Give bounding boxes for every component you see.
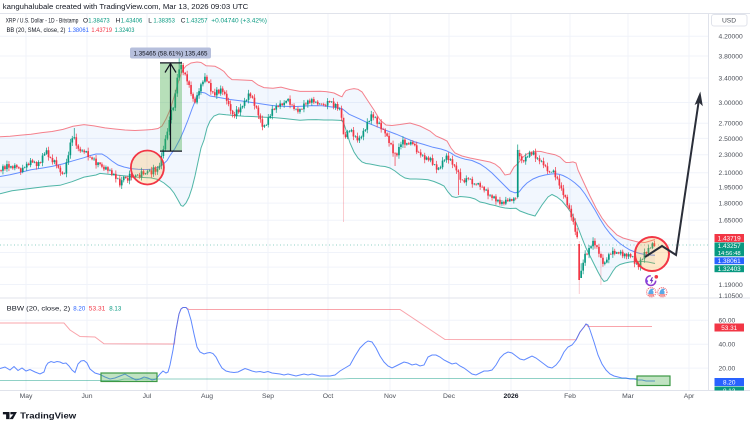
svg-text:3.00000: 3.00000 <box>719 100 743 107</box>
svg-text:Jul: Jul <box>143 393 152 400</box>
svg-text:+0.04740 (+3.42%): +0.04740 (+3.42%) <box>211 18 267 25</box>
svg-text:1.32403: 1.32403 <box>718 266 742 273</box>
svg-text:1.32403: 1.32403 <box>115 27 135 34</box>
svg-text:1.43406: 1.43406 <box>121 18 143 25</box>
svg-text:1.10500: 1.10500 <box>719 293 743 300</box>
svg-text:May: May <box>20 393 33 400</box>
svg-text:3.80000: 3.80000 <box>719 53 743 60</box>
svg-text:C: C <box>181 18 186 25</box>
svg-text:Dec: Dec <box>443 393 456 400</box>
svg-text:1.38473: 1.38473 <box>88 18 110 25</box>
svg-text:8.13: 8.13 <box>109 305 121 312</box>
svg-text:1.80000: 1.80000 <box>719 201 743 208</box>
svg-text:USD: USD <box>722 18 736 25</box>
svg-text:Jun: Jun <box>82 393 93 400</box>
svg-text:2.70000: 2.70000 <box>719 121 743 128</box>
svg-text:1.43719: 1.43719 <box>91 27 112 34</box>
svg-text:8.20: 8.20 <box>73 305 85 312</box>
svg-text:1.43719: 1.43719 <box>718 235 742 242</box>
svg-text:Apr: Apr <box>684 393 695 400</box>
svg-text:2.50000: 2.50000 <box>719 136 743 143</box>
svg-text:4.20000: 4.20000 <box>719 34 743 41</box>
svg-text:53.31: 53.31 <box>721 325 737 332</box>
svg-text:Feb: Feb <box>564 393 576 400</box>
svg-text:2026: 2026 <box>503 393 518 400</box>
svg-text:1.38061: 1.38061 <box>718 258 742 265</box>
svg-text:3.40000: 3.40000 <box>719 75 743 82</box>
svg-text:kanguhalubale created with Tra: kanguhalubale created with TradingView.c… <box>3 4 249 11</box>
svg-text:Aug: Aug <box>201 393 213 400</box>
svg-text:1.35465 (58.61%) 135,465: 1.35465 (58.61%) 135,465 <box>134 50 208 57</box>
svg-text:14:56:48: 14:56:48 <box>718 251 742 257</box>
svg-text:8.20: 8.20 <box>723 379 736 386</box>
svg-text:TradingView: TradingView <box>20 411 77 421</box>
svg-text:1.38353: 1.38353 <box>153 18 175 25</box>
svg-text:Oct: Oct <box>323 393 334 400</box>
svg-text:1.95000: 1.95000 <box>719 185 743 192</box>
svg-text:XRP / U.S. Dollar - 1D - Bitst: XRP / U.S. Dollar - 1D - Bitstamp <box>6 18 79 25</box>
svg-text:40.00: 40.00 <box>719 342 736 349</box>
svg-text:1.19000: 1.19000 <box>719 282 743 289</box>
svg-text:Mar: Mar <box>622 393 634 400</box>
svg-text:1.43257: 1.43257 <box>718 243 742 250</box>
svg-text:H: H <box>116 18 121 25</box>
svg-text:53.31: 53.31 <box>89 305 106 312</box>
svg-text:O: O <box>83 18 88 25</box>
svg-text:1.65000: 1.65000 <box>719 218 743 225</box>
svg-text:BBW (20, close, 2): BBW (20, close, 2) <box>7 305 70 312</box>
svg-text:BB (20, SMA, close, 2): BB (20, SMA, close, 2) <box>7 27 66 34</box>
svg-text:1.43257: 1.43257 <box>186 18 208 25</box>
svg-text:2.30000: 2.30000 <box>719 152 743 159</box>
svg-text:L: L <box>148 18 152 25</box>
svg-text:2.10000: 2.10000 <box>719 170 743 177</box>
svg-text:60.00: 60.00 <box>719 318 736 325</box>
svg-text:Nov: Nov <box>384 393 397 400</box>
svg-text:1.38061: 1.38061 <box>68 27 89 34</box>
svg-text:8.13: 8.13 <box>723 388 736 395</box>
svg-text:Sep: Sep <box>262 393 274 400</box>
svg-text:20.00: 20.00 <box>719 366 736 373</box>
